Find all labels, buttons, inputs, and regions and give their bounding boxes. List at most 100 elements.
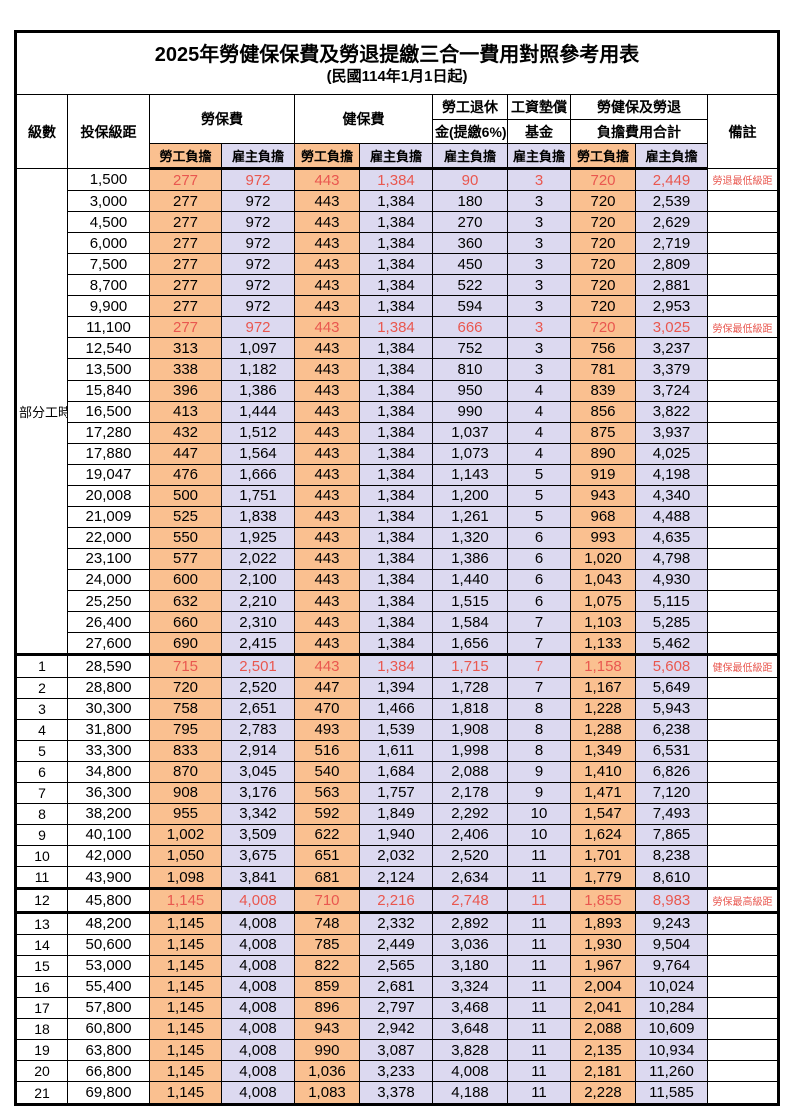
cell-labor-employer: 972	[221, 190, 295, 213]
table-subtitle: (民國114年1月1日起)	[326, 67, 468, 85]
cell-labor-employee: 500	[149, 484, 222, 507]
cell-health-employer: 1,384	[359, 167, 433, 192]
cell-labor-employer: 972	[221, 274, 295, 297]
table-row: 11 43,900 1,098 3,841 681 2,124 2,634 11 1,779 8,…	[15, 865, 780, 890]
cell-wagefund-employer: 3	[507, 358, 571, 381]
cell-insured-bracket: 26,400	[67, 611, 150, 634]
cell-wagefund-employer: 11	[507, 887, 571, 914]
header-total-line2: 負擔費用合計	[570, 118, 708, 145]
cell-health-employee: 622	[294, 823, 360, 846]
cell-remark	[706, 954, 780, 977]
cell-labor-employer: 3,045	[221, 760, 295, 783]
cell-health-employee: 540	[294, 760, 360, 783]
cell-pension-employer: 90	[432, 167, 508, 192]
cell-insured-bracket: 3,000	[67, 190, 150, 213]
cell-total-employer: 5,608	[635, 653, 708, 678]
cell-insured-bracket: 13,500	[67, 358, 150, 381]
cell-labor-employer: 4,008	[221, 996, 295, 1019]
cell-labor-employer: 4,008	[221, 933, 295, 956]
cell-labor-employer: 1,444	[221, 400, 295, 423]
cell-total-employer: 3,237	[635, 337, 708, 360]
header-health-insurance: 健保費	[294, 94, 433, 145]
cell-labor-employee: 1,145	[149, 1017, 222, 1041]
cell-pension-employer: 752	[432, 337, 508, 360]
cell-wagefund-employer: 9	[507, 781, 571, 804]
cell-level: 19	[15, 1039, 68, 1062]
cell-pension-employer: 1,440	[432, 568, 508, 592]
table-row: 25,250 632 2,210 443 1,384 1,515 6 1,075 5,115	[16, 589, 780, 613]
table-row: 6,000 277 972 443 1,384 360 3 720 2,719	[16, 232, 780, 255]
cell-labor-employer: 1,838	[221, 505, 295, 528]
cell-labor-employer: 4,008	[221, 954, 295, 977]
subheader-pension-employer: 雇主負擔	[432, 143, 508, 170]
cell-total-employee: 2,181	[570, 1060, 636, 1083]
header-level: 級數	[15, 94, 68, 169]
cell-pension-employer: 810	[432, 358, 508, 381]
table-row: 12,540 313 1,097 443 1,384 752 3 756 3,237	[16, 337, 780, 360]
cell-remark	[706, 211, 780, 234]
table-row: 22,000 550 1,925 443 1,384 1,320 6 993 4,635	[16, 526, 780, 549]
cell-insured-bracket: 17,880	[67, 442, 150, 465]
cell-health-employee: 592	[294, 802, 360, 825]
table-row: 18 60,800 1,145 4,008 943 2,942 3,648 11 2,088 10…	[15, 1017, 780, 1041]
cell-labor-employee: 1,145	[149, 996, 222, 1019]
cell-level: 20	[15, 1060, 68, 1083]
table-row: 27,600 690 2,415 443 1,384 1,656 7 1,133 5,462	[16, 632, 780, 656]
cell-total-employee: 720	[570, 211, 636, 234]
cell-wagefund-employer: 11	[507, 954, 571, 977]
cell-labor-employer: 1,925	[221, 526, 295, 549]
cell-total-employer: 6,826	[635, 760, 708, 783]
cell-level: 15	[15, 954, 68, 977]
cell-remark	[706, 718, 780, 741]
cell-health-employee: 443	[294, 190, 360, 213]
cell-total-employee: 1,158	[570, 653, 636, 678]
cell-total-employee: 890	[570, 442, 636, 465]
cell-total-employer: 5,285	[635, 611, 708, 634]
cell-pension-employer: 1,320	[432, 526, 508, 549]
cell-wagefund-employer: 3	[507, 337, 571, 360]
cell-labor-employer: 2,914	[221, 739, 295, 762]
table-row: 4,500 277 972 443 1,384 270 3 720 2,629	[16, 211, 780, 234]
table-row: 9,900 277 972 443 1,384 594 3 720 2,953	[16, 295, 780, 318]
subheader-health-employee: 勞工負擔	[294, 143, 360, 170]
cell-labor-employer: 1,386	[221, 379, 295, 402]
cell-health-employee: 990	[294, 1039, 360, 1062]
cell-health-employee: 748	[294, 911, 360, 935]
table-row: 8,700 277 972 443 1,384 522 3 720 2,881	[16, 274, 780, 297]
cell-level: 2	[15, 676, 68, 699]
cell-remark: 健保最低級距	[706, 653, 780, 678]
cell-insured-bracket: 45,800	[67, 887, 150, 914]
cell-total-employee: 1,547	[570, 802, 636, 825]
cell-labor-employer: 972	[221, 232, 295, 255]
cell-insured-bracket: 17,280	[67, 421, 150, 444]
cell-wagefund-employer: 11	[507, 975, 571, 998]
cell-pension-employer: 3,648	[432, 1017, 508, 1041]
cell-insured-bracket: 20,008	[67, 484, 150, 507]
cell-health-employer: 1,384	[359, 421, 433, 444]
cell-health-employer: 3,087	[359, 1039, 433, 1062]
cell-labor-employer: 3,841	[221, 865, 295, 890]
cell-health-employee: 710	[294, 887, 360, 914]
cell-labor-employer: 2,520	[221, 676, 295, 699]
subheader-wagefund-employer: 雇主負擔	[507, 143, 571, 170]
cell-health-employee: 443	[294, 505, 360, 528]
cell-level: 11	[15, 865, 68, 890]
cell-labor-employee: 277	[149, 316, 222, 339]
cell-health-employer: 1,757	[359, 781, 433, 804]
cell-level: 14	[15, 933, 68, 956]
cell-labor-employer: 3,675	[221, 844, 295, 867]
table-row: 3,000 277 972 443 1,384 180 3 720 2,539	[16, 190, 780, 213]
cell-labor-employee: 660	[149, 611, 222, 634]
cell-wagefund-employer: 7	[507, 676, 571, 699]
cell-total-employer: 5,462	[635, 632, 708, 656]
table-row: 9 40,100 1,002 3,509 622 1,940 2,406 10 1,624 7,8…	[15, 823, 780, 846]
cell-labor-employer: 2,415	[221, 632, 295, 656]
cell-total-employee: 919	[570, 463, 636, 486]
cell-total-employee: 2,228	[570, 1081, 636, 1105]
cell-labor-employee: 1,145	[149, 1081, 222, 1105]
cell-labor-employee: 277	[149, 211, 222, 234]
cell-level: 9	[15, 823, 68, 846]
cell-pension-employer: 950	[432, 379, 508, 402]
cell-remark	[706, 975, 780, 998]
cell-insured-bracket: 4,500	[67, 211, 150, 234]
